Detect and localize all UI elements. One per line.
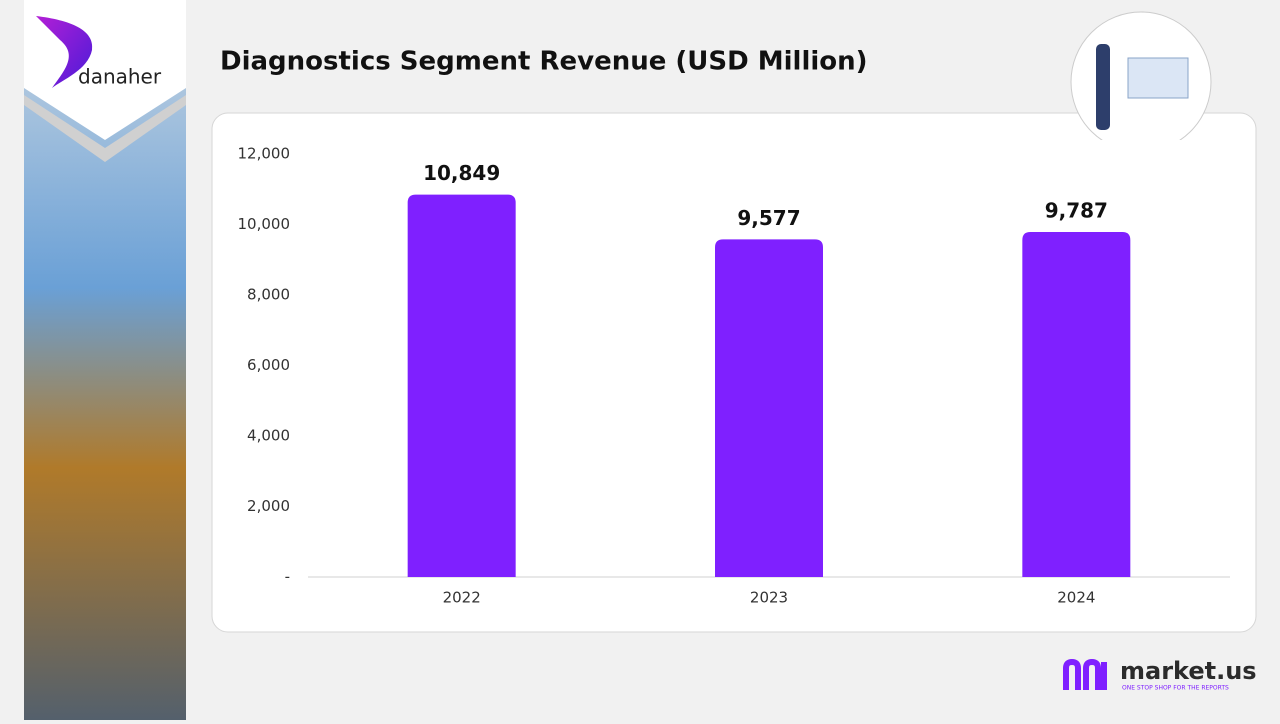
publisher-logo: market.us ONE STOP SHOP FOR THE REPORTS <box>1063 657 1257 692</box>
data-label: 9,787 <box>1045 199 1108 223</box>
illustration-board <box>1127 57 1189 99</box>
logo-chevron <box>24 95 186 162</box>
bar <box>715 239 823 577</box>
publisher-tagline: ONE STOP SHOP FOR THE REPORTS <box>1122 685 1229 692</box>
bar <box>407 194 516 577</box>
bar <box>1022 232 1131 578</box>
x-tick-label: 2024 <box>1057 589 1095 607</box>
y-tick-label: 10,000 <box>238 215 291 233</box>
illustration-person <box>1096 44 1110 130</box>
company-logo: danaher <box>78 65 162 89</box>
publisher-name: market.us <box>1120 657 1257 685</box>
data-label: 9,577 <box>737 206 800 230</box>
x-tick-label: 2023 <box>750 589 788 607</box>
data-label: 10,849 <box>423 161 500 185</box>
y-tick-label: 6,000 <box>247 356 290 374</box>
publisher-mark <box>1063 658 1107 690</box>
y-tick-label: 12,000 <box>238 145 291 163</box>
y-tick-label: - <box>285 568 290 586</box>
badge-pointer <box>1100 140 1182 188</box>
chart-title: Diagnostics Segment Revenue (USD Million… <box>220 47 868 77</box>
logo-mark <box>36 16 93 88</box>
x-tick-label: 2022 <box>443 589 481 607</box>
y-tick-label: 4,000 <box>247 427 290 445</box>
y-tick-label: 8,000 <box>247 286 290 304</box>
y-tick-label: 2,000 <box>247 497 290 515</box>
